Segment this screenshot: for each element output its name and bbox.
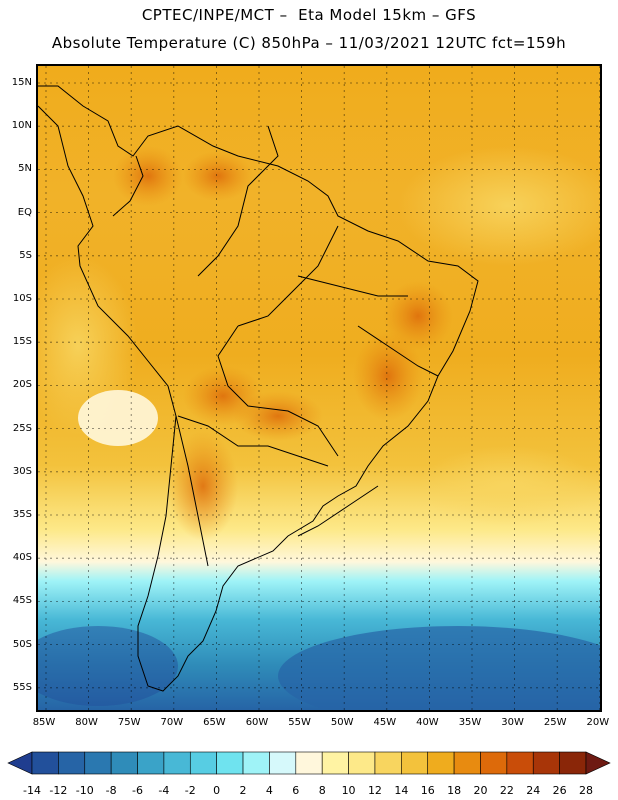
- colorbar-box: [163, 751, 191, 775]
- colorbar-level-label: -10: [75, 784, 94, 797]
- temperature-map[interactable]: [36, 64, 602, 712]
- colorbar-box: [84, 751, 112, 775]
- warm-spot-paraguay: [233, 391, 323, 441]
- colorbar-box: [137, 751, 165, 775]
- colorbar-level-label: 12: [367, 784, 382, 797]
- lon-label: 65W: [203, 717, 226, 728]
- colorbar-level-label: 20: [473, 784, 488, 797]
- colorbar-box: [321, 751, 349, 775]
- lon-label: 20W: [586, 717, 610, 728]
- pacific-pale-patch: [78, 390, 158, 446]
- lat-label: 5S: [19, 249, 32, 261]
- colorbar-level-label: 6: [292, 784, 300, 797]
- lat-label: 55S: [12, 681, 32, 693]
- southern-cold-area: [278, 626, 600, 710]
- colorbar-box: [506, 751, 534, 775]
- colorbar-box: [480, 751, 508, 775]
- lon-label: 75W: [117, 717, 141, 728]
- lon-label: 85W: [32, 717, 56, 728]
- lat-label: 45S: [12, 595, 32, 607]
- colorbar-min-arrow: [7, 751, 33, 775]
- lon-label: 70W: [160, 717, 184, 728]
- title-line-1: CPTEC/INPE/MCT – Eta Model 15km – GFS: [141, 6, 477, 24]
- colorbar-level-label: 16: [420, 784, 435, 797]
- colorbar-level-label: 24: [526, 784, 541, 797]
- lat-label: EQ: [17, 206, 32, 218]
- colorbar-box: [559, 751, 587, 775]
- lon-label: 50W: [330, 717, 354, 728]
- colorbar-box: [348, 751, 376, 775]
- colorbar-level-label: 28: [579, 784, 593, 797]
- lon-label: 80W: [75, 717, 98, 728]
- colorbar-level-label: 18: [447, 784, 462, 797]
- colorbar-box: [295, 751, 323, 775]
- colorbar: [0, 748, 618, 800]
- title-line-2: Absolute Temperature (C) 850hPa – 11/03/…: [51, 34, 567, 52]
- lat-label: 5N: [18, 163, 32, 175]
- warm-spot-brazil-east: [353, 331, 423, 421]
- colorbar-level-label: -12: [49, 784, 68, 797]
- colorbar-level-label: -14: [23, 784, 41, 797]
- lat-label: 40S: [12, 552, 32, 564]
- colorbar-level-label: 0: [213, 784, 221, 797]
- colorbar-box: [110, 751, 138, 775]
- colorbar-box: [58, 751, 86, 775]
- atlantic-cool-pattern: [418, 446, 598, 526]
- lat-label: 10S: [12, 293, 32, 304]
- colorbar-box: [374, 751, 402, 775]
- colorbar-level-label: 14: [394, 784, 409, 797]
- lon-label: 40W: [416, 717, 439, 728]
- lon-label: 55W: [288, 717, 311, 728]
- lon-label: 25W: [543, 717, 567, 728]
- south-pacific-cold-area: [38, 626, 178, 706]
- colorbar-level-label: 26: [552, 784, 567, 797]
- lat-label: 30S: [12, 465, 32, 477]
- colorbar-level-label: -2: [184, 784, 196, 797]
- colorbar-box: [453, 751, 481, 775]
- colorbar-box: [532, 751, 560, 775]
- colorbar-level-label: 10: [341, 784, 356, 797]
- lat-label: 15S: [12, 336, 32, 348]
- colorbar-box: [269, 751, 297, 775]
- colorbar-level-label: -8: [105, 784, 117, 797]
- graticule: [38, 66, 600, 710]
- colorbar-box: [189, 751, 217, 775]
- lat-label: 35S: [12, 509, 32, 520]
- colorbar-level-label: 8: [318, 784, 326, 797]
- warm-spot-venezuela: [183, 151, 253, 201]
- warm-spot-brazil-northeast: [383, 281, 453, 351]
- colorbar-box: [427, 751, 455, 775]
- coastline-outline: [38, 85, 479, 692]
- colorbar-level-label: 4: [265, 784, 273, 797]
- lon-label: 35W: [458, 717, 482, 728]
- lat-label: 25S: [12, 422, 32, 434]
- lon-label: 30W: [501, 717, 524, 728]
- lon-label: 60W: [245, 717, 269, 728]
- colorbar-level-label: 22: [499, 784, 514, 797]
- colorbar-box: [401, 751, 429, 775]
- lon-label: 45W: [373, 717, 397, 728]
- lat-label: 10N: [11, 120, 32, 132]
- ocean-warm-pattern: [398, 146, 600, 266]
- colorbar-level-label: -6: [132, 784, 143, 797]
- lat-label: 20S: [12, 379, 32, 391]
- colorbar-box: [31, 751, 59, 775]
- warm-spot-colombia: [113, 146, 183, 206]
- lat-label: 50S: [12, 638, 32, 650]
- lat-label: 15N: [11, 77, 32, 88]
- colorbar-box: [216, 751, 244, 775]
- warm-spot-argentina: [168, 431, 238, 541]
- colorbar-max-arrow: [585, 751, 611, 775]
- colorbar-box: [242, 751, 270, 775]
- colorbar-level-label: -4: [158, 784, 170, 797]
- colorbar-level-label: 2: [239, 784, 247, 797]
